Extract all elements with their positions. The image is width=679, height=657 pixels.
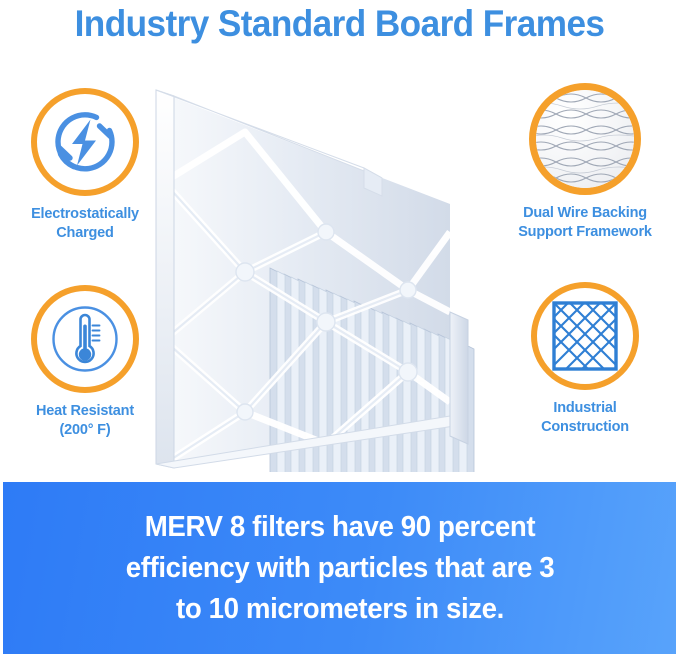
banner-line-3: to 10 micrometers in size. — [175, 592, 504, 625]
lattice-support-grid — [164, 128, 450, 464]
page-title: Industry Standard Board Frames — [74, 3, 605, 44]
banner-line-1: MERV 8 filters have 90 percent — [144, 510, 535, 543]
feature-electrostatically-charged: Electrostatically Charged — [0, 88, 170, 243]
feature-label-line2: Construction — [541, 419, 629, 435]
feature-label-line2: (200° F) — [59, 422, 111, 438]
lightning-bolt-icon — [55, 112, 115, 172]
wire-mesh-pattern — [536, 93, 634, 183]
icon-ring — [529, 83, 641, 195]
feature-label-line2: Charged — [56, 225, 114, 241]
feature-dual-wire-backing: Dual Wire Backing Support Framework — [500, 83, 670, 242]
feature-label-line1: Heat Resistant — [36, 403, 134, 419]
feature-label: Heat Resistant (200° F) — [0, 402, 170, 440]
icon-ring — [31, 88, 139, 196]
board-frame — [155, 89, 470, 469]
icon-ring — [531, 282, 639, 390]
merv-info-banner: MERV 8 filters have 90 percent efficienc… — [3, 482, 676, 654]
lattice-square-icon — [552, 301, 618, 371]
feature-label: Electrostatically Charged — [0, 205, 170, 243]
feature-label-line1: Electrostatically — [31, 206, 139, 222]
feature-label: Industrial Construction — [500, 399, 670, 437]
feature-label-line1: Industrial — [553, 400, 617, 416]
feature-label: Dual Wire Backing Support Framework — [500, 204, 670, 242]
feature-label-line2: Support Framework — [518, 224, 652, 240]
product-image-pleated-air-filter — [150, 72, 510, 484]
wire-mesh-photo-icon — [536, 90, 634, 188]
icon-ring — [31, 285, 139, 393]
feature-label-line1: Dual Wire Backing — [523, 205, 647, 221]
feature-industrial-construction: Industrial Construction — [500, 282, 670, 437]
banner-line-2: efficiency with particles that are 3 — [125, 551, 554, 584]
thermometer-icon — [52, 306, 118, 372]
air-filter-illustration — [155, 89, 475, 484]
banner-text: MERV 8 filters have 90 percent efficienc… — [49, 507, 631, 630]
feature-heat-resistant: Heat Resistant (200° F) — [0, 285, 170, 440]
